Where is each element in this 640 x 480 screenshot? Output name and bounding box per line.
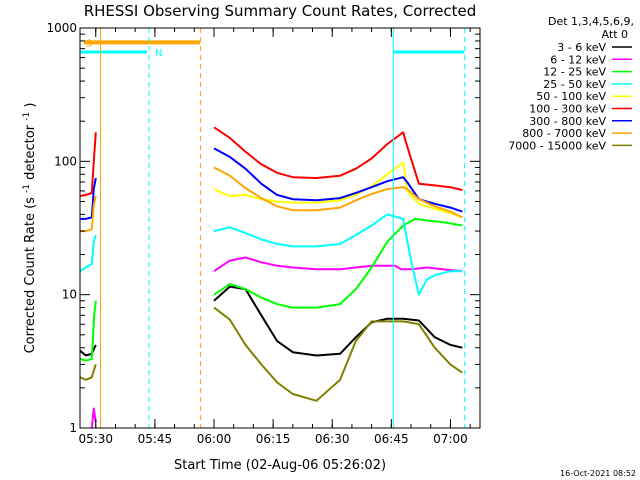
x-axis-label: Start Time (02-Aug-06 05:26:02) bbox=[174, 458, 386, 473]
series-3-6-kev bbox=[79, 285, 463, 357]
y-axis-label-superscript-1: -1 bbox=[22, 184, 32, 193]
series-line-3-6-kev-1 bbox=[213, 285, 463, 357]
x-tick-label: 07:00 bbox=[433, 432, 468, 446]
series-line-25-50-kev-1 bbox=[213, 213, 463, 296]
y-tick-label: 1000 bbox=[46, 21, 77, 35]
generation-timestamp: 16-Oct-2021 08:52 bbox=[560, 469, 636, 478]
vertical-marker-layer bbox=[99, 28, 466, 428]
series-12-25-kev bbox=[79, 217, 463, 362]
y-axis-label: Corrected Count Rate (s -1 detector -1 ) bbox=[18, 103, 38, 354]
y-axis-label-part-2: detector bbox=[23, 124, 38, 180]
legend-label-25-50-kev: 25 - 50 keV bbox=[543, 78, 606, 91]
legend-label-100-300-kev: 100 - 300 keV bbox=[529, 103, 606, 116]
series-line-3-6-kev-0 bbox=[79, 344, 97, 357]
legend-label-300-800-kev: 300 - 800 keV bbox=[529, 115, 606, 128]
y-axis-label-superscript-2: -1 bbox=[22, 112, 32, 121]
series-50-100-kev bbox=[213, 161, 463, 219]
plot-frame bbox=[79, 27, 481, 429]
series-layer bbox=[79, 126, 463, 429]
x-axis-ticks: 05:30 05:45 06:00 06:15 06:30 06:45 07:00 bbox=[78, 28, 471, 446]
legend-label-50-100-kev: 50 - 100 keV bbox=[536, 90, 606, 103]
x-tick-label: 05:30 bbox=[78, 432, 113, 446]
legend-label-7000-15000-kev: 7000 - 15000 keV bbox=[508, 139, 606, 152]
flag-label-s: S bbox=[86, 38, 92, 49]
legend-header-detectors: Det 1,3,4,5,6,9, bbox=[548, 15, 634, 28]
y-axis-ticks: 1 10 100 1000 bbox=[46, 21, 480, 435]
series-line-50-100-kev-0 bbox=[213, 161, 463, 219]
legend-label-800-7000-kev: 800 - 7000 keV bbox=[522, 127, 606, 140]
series-line-800-7000-kev-1 bbox=[213, 166, 463, 219]
flag-label-n: N bbox=[155, 48, 162, 59]
series-line-12-25-kev-0 bbox=[79, 300, 97, 362]
series-line-7000-15000-kev-0 bbox=[79, 364, 97, 381]
series-line-6-12-kev-1 bbox=[213, 256, 463, 273]
y-axis-label-part-3: ) bbox=[23, 103, 38, 108]
flag-layer: SN bbox=[80, 38, 465, 59]
legend-header-attenuator: Att 0 bbox=[602, 28, 628, 41]
series-6-12-kev bbox=[90, 256, 463, 429]
x-tick-label: 06:45 bbox=[374, 432, 409, 446]
legend-label-12-25-kev: 12 - 25 keV bbox=[543, 66, 606, 79]
y-tick-label: 100 bbox=[54, 154, 77, 168]
chart-title: RHESSI Observing Summary Count Rates, Co… bbox=[84, 2, 477, 20]
series-line-7000-15000-kev-1 bbox=[213, 306, 463, 402]
series-line-25-50-kev-0 bbox=[79, 234, 97, 273]
series-line-100-300-kev-1 bbox=[213, 126, 463, 191]
series-line-12-25-kev-1 bbox=[213, 217, 463, 309]
series-100-300-kev bbox=[79, 126, 463, 197]
y-axis-label-part-1: Corrected Count Rate (s bbox=[23, 197, 38, 354]
series-7000-15000-kev bbox=[79, 306, 463, 402]
x-tick-label: 06:30 bbox=[315, 432, 350, 446]
legend-label-6-12-kev: 6 - 12 keV bbox=[550, 53, 606, 66]
series-line-6-12-kev-0 bbox=[90, 407, 97, 429]
series-line-100-300-kev-0 bbox=[79, 132, 97, 197]
x-tick-label: 05:45 bbox=[138, 432, 173, 446]
x-tick-label: 06:15 bbox=[256, 432, 291, 446]
series-25-50-kev bbox=[79, 213, 463, 296]
x-tick-label: 06:00 bbox=[197, 432, 232, 446]
y-tick-label: 1 bbox=[69, 421, 77, 435]
y-tick-label: 10 bbox=[62, 288, 77, 302]
legend-label-3-6-kev: 3 - 6 keV bbox=[557, 41, 606, 54]
series-300-800-kev bbox=[80, 147, 463, 220]
